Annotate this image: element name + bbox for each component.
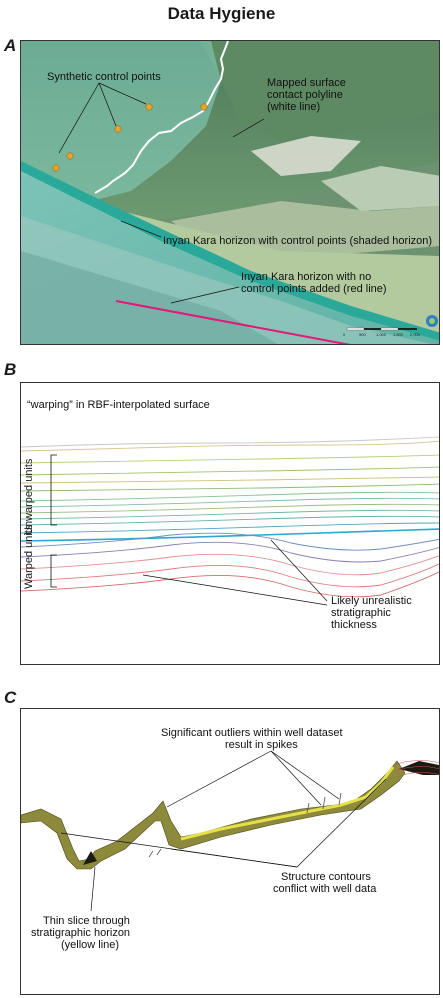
- label-unwarped-units: Unwarped units: [23, 458, 35, 535]
- stratigraphic-lines: [21, 436, 439, 598]
- label-slice-3: (yellow line): [61, 939, 120, 951]
- panel-b-letter: B: [4, 360, 17, 379]
- panel-c-letter: C: [4, 688, 17, 707]
- label-likely-2: stratigraphic: [331, 607, 391, 619]
- label-contours-1: Structure contours: [281, 871, 371, 883]
- label-outliers-2: result in spikes: [225, 739, 298, 751]
- control-points: [52, 103, 208, 172]
- unit-brackets: [50, 454, 57, 588]
- label-red-line-2: control points added (red line): [241, 283, 387, 295]
- scale-tick-4: 2,000: [410, 332, 421, 337]
- label-red-line-1: Inyan Kara horizon with no: [241, 271, 372, 283]
- label-slice-1: Thin slice through: [43, 915, 130, 927]
- control-point: [145, 103, 153, 111]
- scale-tick-1: 500: [359, 332, 366, 337]
- panel-b: “warping” in RBF-interpolated surface Un…: [20, 382, 440, 665]
- panel-a-scene: [21, 41, 439, 344]
- label-contours-2: conflict with well data: [273, 883, 377, 895]
- mapped-contact-line: [94, 41, 229, 194]
- scale-tick-3: 1,500: [393, 332, 404, 337]
- panel-a: Synthetic control points Mapped surface …: [20, 40, 440, 345]
- panel-c-scene: [21, 750, 439, 912]
- label-slice-2: stratigraphic horizon: [31, 927, 131, 939]
- label-mapped-line-1: Mapped surface: [267, 77, 346, 89]
- red-horizon-line: [115, 300, 351, 344]
- scale-bar: [346, 327, 417, 331]
- panel-a-letter: A: [4, 36, 17, 55]
- label-mapped-line-2: contact polyline: [267, 89, 343, 101]
- control-point: [200, 103, 208, 111]
- label-warped-units: Warped units: [23, 524, 35, 589]
- horizon-sheet: [21, 760, 406, 870]
- label-synthetic-control-points: Synthetic control points: [47, 71, 161, 83]
- label-likely-3: thickness: [331, 619, 377, 631]
- scale-tick-2: 1,000: [376, 332, 387, 337]
- control-point: [66, 152, 74, 160]
- yellow-horizon-line: [180, 766, 395, 841]
- panel-c: Significant outliers within well dataset…: [20, 708, 440, 995]
- figure-title: Data Hygiene: [167, 4, 276, 23]
- scale-tick-0: 0: [343, 332, 346, 337]
- label-warping: “warping” in RBF-interpolated surface: [27, 399, 210, 411]
- control-point: [52, 164, 60, 172]
- compass-icon: [426, 315, 438, 327]
- label-shaded-horizon: Inyan Kara horizon with control points (…: [163, 235, 433, 247]
- panel-b-scene: [21, 436, 439, 606]
- control-point: [114, 125, 122, 133]
- label-likely-1: Likely unrealistic: [331, 595, 412, 607]
- label-mapped-line-3: (white line): [267, 101, 321, 113]
- label-outliers-1: Significant outliers within well dataset: [161, 727, 343, 739]
